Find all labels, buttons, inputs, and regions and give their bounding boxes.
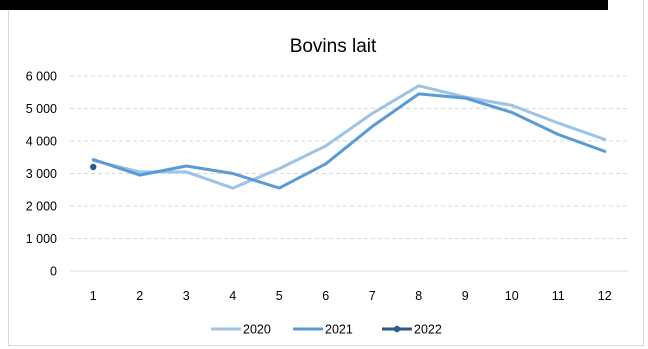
y-axis-ticks: 0 1 000 2 000 3 000 4 000 5 000 6 000 [26,70,57,279]
y-tick-label: 2 000 [26,200,57,214]
legend-label: 2020 [243,323,271,337]
legend: 2020 2021 2022 [211,323,442,337]
y-tick-label: 6 000 [26,70,57,84]
data-point [90,163,97,171]
legend-item-2022: 2022 [382,323,442,337]
series-line-2021 [91,92,607,190]
x-tick-label: 2 [136,289,143,303]
chart-title: Bovins lait [290,36,377,57]
series-2022 [90,163,97,171]
y-tick-label: 5 000 [26,102,57,116]
legend-item-2020: 2020 [211,323,271,337]
series-layer [90,84,607,190]
series-2021 [91,92,607,190]
series-2020 [91,84,607,190]
y-tick-label: 0 [50,265,57,279]
top-bar [0,0,608,10]
x-tick-label: 4 [229,289,236,303]
x-tick-label: 9 [462,289,469,303]
y-tick-label: 4 000 [26,135,57,149]
x-tick-label: 1 [90,289,97,303]
x-tick-label: 11 [552,289,565,303]
y-tick-label: 1 000 [26,232,57,246]
legend-marker [393,325,401,333]
x-tick-label: 12 [598,289,612,303]
x-tick-label: 3 [183,289,190,303]
grid-layer [70,75,628,272]
x-tick-label: 10 [505,289,519,303]
x-tick-label: 5 [276,289,283,303]
series-line-2020 [91,84,607,190]
chart-frame [8,0,644,346]
x-tick-label: 7 [369,289,376,303]
legend-item-2021: 2021 [293,323,353,337]
legend-label: 2021 [325,323,353,337]
x-tick-label: 6 [322,289,329,303]
x-tick-label: 8 [415,289,422,303]
x-axis-ticks: 1 2 3 4 5 6 7 8 9 10 11 12 [90,289,612,303]
legend-label: 2022 [414,323,442,337]
y-tick-label: 3 000 [26,167,57,181]
